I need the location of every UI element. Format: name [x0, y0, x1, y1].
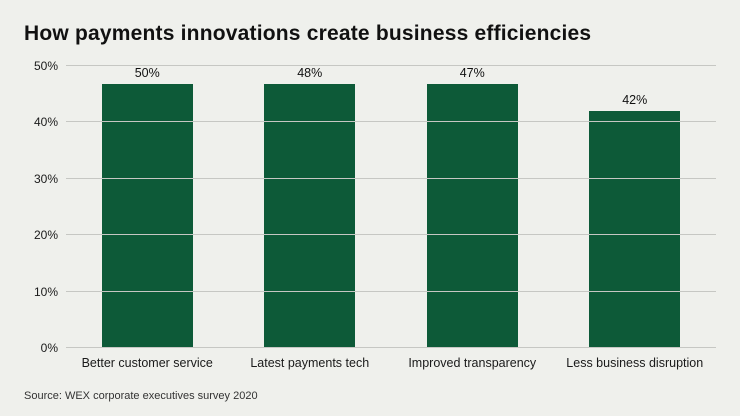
bar-value-label: 42% — [622, 93, 648, 108]
y-tick-label: 50% — [33, 59, 58, 73]
bar — [589, 111, 681, 348]
y-tick-label: 30% — [33, 171, 58, 186]
bar-value-label: 50% — [134, 66, 160, 80]
bar-value-label: 47% — [459, 66, 485, 80]
bar-slot: 50% — [66, 66, 229, 348]
y-tick-label: 40% — [33, 115, 58, 130]
gridline — [66, 290, 716, 292]
bar — [426, 84, 518, 348]
gridline — [66, 234, 716, 236]
chart-body: 0% 10% 20% 30% 40% 50% 50% 48% 47% 42% — [24, 59, 716, 355]
bar — [101, 84, 193, 348]
chart-title: How payments innovations create business… — [24, 22, 592, 45]
x-axis-category-label: Less business disruption — [566, 356, 704, 370]
gridline — [66, 121, 716, 123]
x-axis-category-label: Better customer service — [81, 356, 213, 370]
bar-value-label: 48% — [297, 66, 323, 80]
bars-container: 50% 48% 47% 42% — [66, 66, 716, 348]
y-tick-label: 20% — [33, 228, 58, 243]
gridline — [66, 347, 716, 348]
x-axis-category-label: Improved transparency — [408, 356, 537, 370]
y-tick-label: 10% — [33, 284, 58, 299]
y-axis: 0% 10% 20% 30% 40% 50% — [24, 59, 66, 355]
bar-slot: 42% — [554, 66, 717, 348]
gridline — [66, 65, 716, 66]
y-tick-label: 0% — [40, 341, 58, 355]
plot-area: 50% 48% 47% 42% — [66, 65, 716, 348]
x-axis-labels: Better customer service Latest payments t… — [66, 348, 716, 370]
x-axis-category-label: Latest payments tech — [250, 356, 370, 370]
bar-chart: 0% 10% 20% 30% 40% 50% 50% 48% 47% 42% Better cu… — [24, 59, 716, 370]
gridline — [66, 177, 716, 179]
bar-slot: 47% — [391, 66, 554, 348]
source-note: Source: WEX corporate executives survey … — [24, 390, 258, 402]
bar — [264, 84, 356, 348]
bar-slot: 48% — [229, 66, 392, 348]
